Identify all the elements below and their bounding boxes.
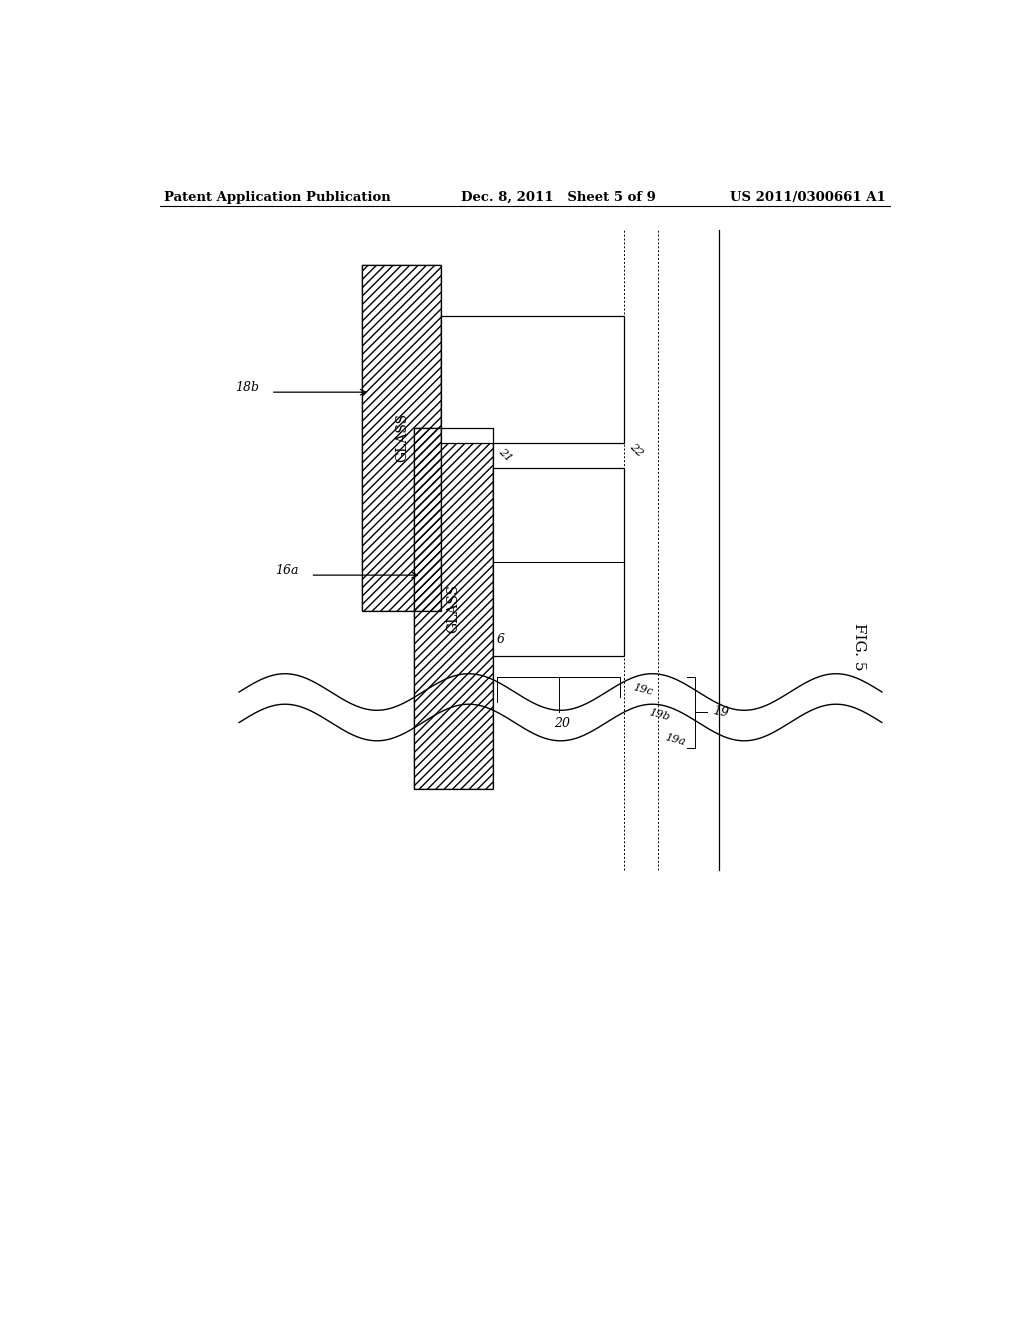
Text: 20: 20	[555, 718, 570, 730]
Text: 18b: 18b	[234, 380, 259, 393]
Text: 22: 22	[628, 441, 645, 458]
Bar	[362, 265, 441, 611]
Text: 16a: 16a	[275, 564, 299, 577]
Bar	[362, 265, 441, 611]
Text: GLASS: GLASS	[446, 583, 461, 632]
Text: 19c: 19c	[632, 682, 654, 697]
Bar	[494, 469, 624, 656]
Text: FIG. 5: FIG. 5	[852, 623, 866, 671]
Text: 19b: 19b	[648, 708, 671, 722]
Text: 21: 21	[497, 446, 514, 463]
Text: GLASS: GLASS	[395, 413, 409, 462]
Text: 19a: 19a	[664, 733, 686, 747]
Text: US 2011/0300661 A1: US 2011/0300661 A1	[730, 190, 886, 203]
Bar	[414, 428, 494, 788]
Text: 6: 6	[497, 634, 505, 647]
Bar	[414, 428, 494, 788]
Bar	[441, 315, 624, 444]
Text: 19: 19	[712, 705, 729, 721]
Text: Dec. 8, 2011   Sheet 5 of 9: Dec. 8, 2011 Sheet 5 of 9	[461, 190, 656, 203]
Text: Patent Application Publication: Patent Application Publication	[164, 190, 390, 203]
